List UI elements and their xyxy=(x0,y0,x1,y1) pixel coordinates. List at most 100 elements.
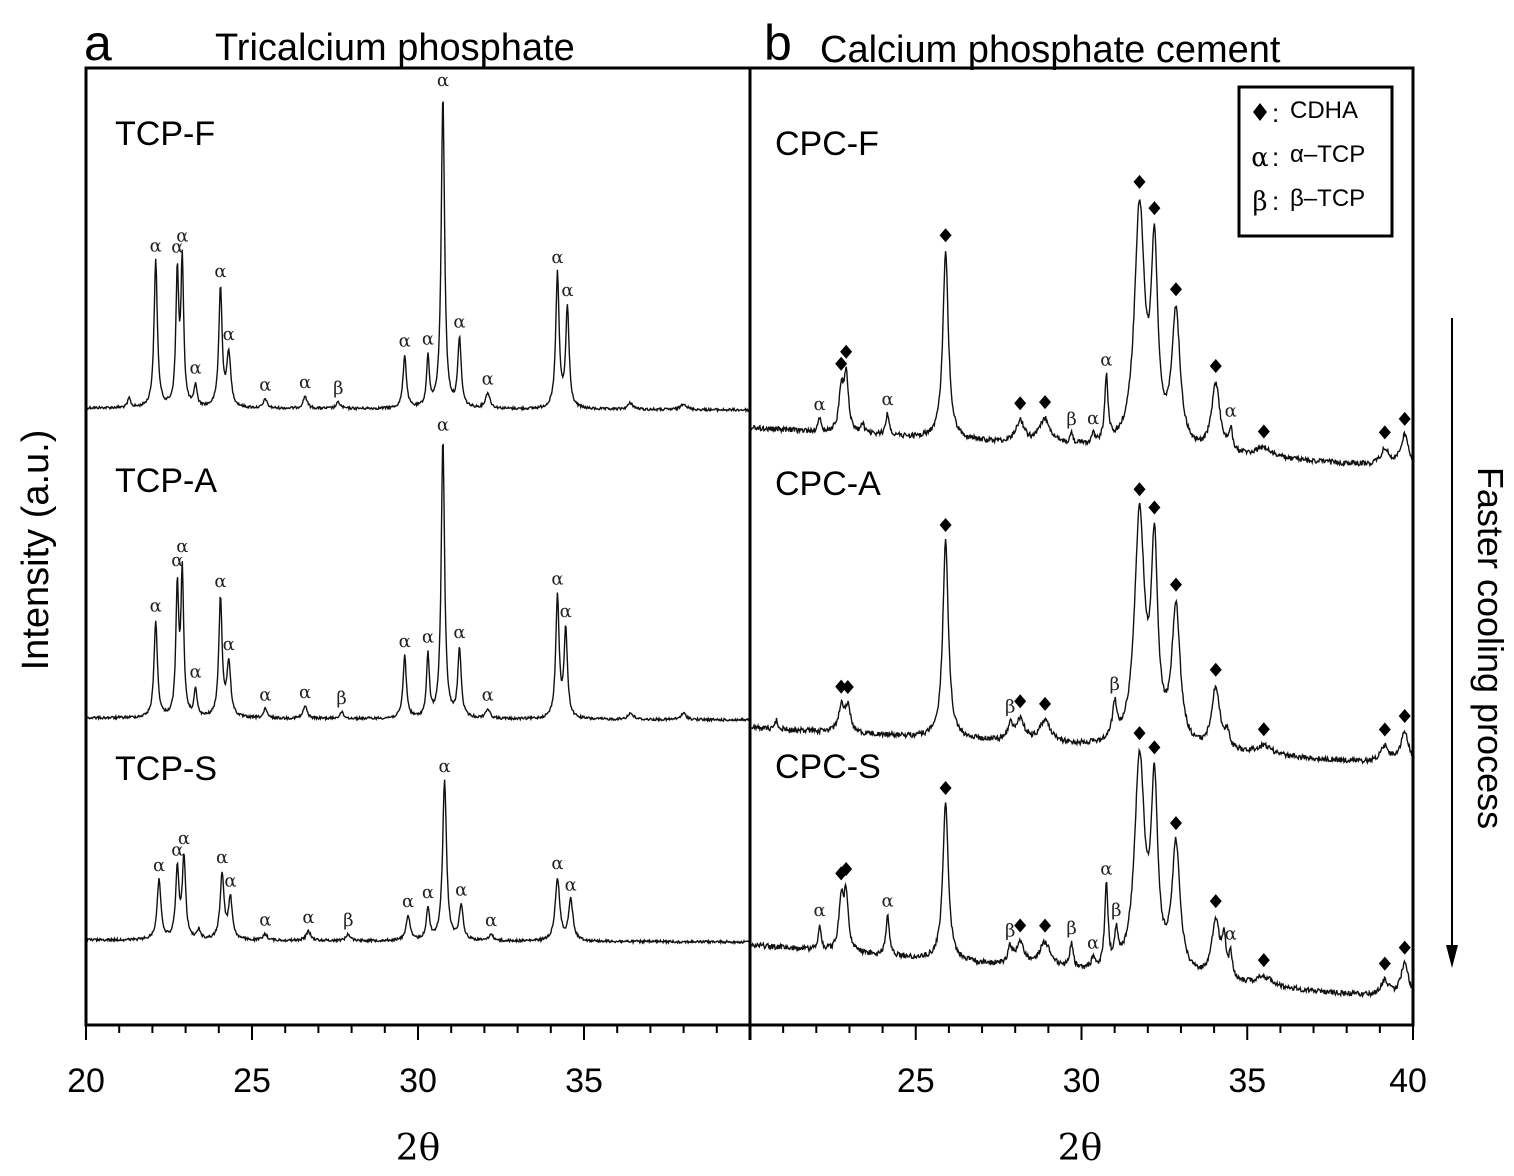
alpha-tcp-marker: α xyxy=(453,311,465,332)
alpha-tcp-marker: α xyxy=(399,631,411,652)
cdha-marker xyxy=(1039,918,1052,933)
alpha-tcp-marker: α xyxy=(171,839,183,860)
cdha-marker xyxy=(1148,201,1161,216)
alpha-tcp-marker: α xyxy=(881,389,893,410)
alpha-tcp-marker: α xyxy=(223,324,235,345)
x-tick-label: 30 xyxy=(399,1062,437,1100)
x-tick-label: 30 xyxy=(1063,1062,1101,1100)
alpha-tcp-marker: α xyxy=(216,847,228,868)
alpha-tcp-marker: α xyxy=(482,368,494,389)
cdha-marker xyxy=(1148,740,1161,755)
cdha-marker xyxy=(939,518,952,533)
cdha-marker xyxy=(1133,482,1146,497)
alpha-tcp-marker: α xyxy=(153,855,165,876)
beta-tcp-marker: β xyxy=(1109,674,1119,695)
legend-label: β–TCP xyxy=(1290,185,1365,212)
trace-tcp-a xyxy=(85,443,751,723)
legend: : CDHA α: α–TCP β: β–TCP xyxy=(1237,85,1394,238)
alpha-tcp-marker: α xyxy=(551,568,563,589)
alpha-tcp-marker: α xyxy=(1087,932,1099,953)
alpha-tcp-marker: α xyxy=(814,900,826,921)
cdha-marker xyxy=(840,344,853,359)
alpha-tcp-marker: α xyxy=(259,910,271,931)
alpha-tcp-marker: α xyxy=(259,374,271,395)
alpha-tcp-marker: α xyxy=(299,682,311,703)
cdha-marker xyxy=(1257,953,1270,968)
alpha-tcp-marker: α xyxy=(565,874,577,895)
y-axis-label: Intensity (a.u.) xyxy=(15,430,57,671)
beta-tcp-marker: β xyxy=(336,688,346,709)
x-tick-label: 25 xyxy=(233,1062,271,1100)
x-tick-label: 40 xyxy=(1389,1062,1427,1100)
alpha-tcp-marker: α xyxy=(150,235,162,256)
alpha-tcp-marker: α xyxy=(150,596,162,617)
cdha-marker xyxy=(1398,708,1411,723)
trace-cpc-f xyxy=(749,199,1414,468)
panel-title-a: Tricalcium phosphate xyxy=(215,27,575,69)
legend-cdha-symbol xyxy=(1253,103,1267,121)
legend-separator: : xyxy=(1272,98,1279,128)
alpha-tcp-marker: α xyxy=(438,756,450,777)
beta-tcp-marker: β xyxy=(1066,409,1076,430)
trace-tcp-f xyxy=(85,101,751,414)
alpha-tcp-marker: α xyxy=(302,907,314,928)
legend-separator: : xyxy=(1272,186,1279,216)
alpha-tcp-marker: α xyxy=(402,891,414,912)
alpha-tcp-marker: α xyxy=(214,261,226,282)
alpha-tcp-marker: α xyxy=(1100,858,1112,879)
cdha-marker xyxy=(1378,956,1391,971)
panel-title-b: Calcium phosphate cement xyxy=(820,29,1281,71)
alpha-tcp-marker: α xyxy=(171,550,183,571)
alpha-tcp-marker: α xyxy=(259,684,271,705)
beta-tcp-marker: β xyxy=(343,910,353,931)
alpha-tcp-marker: α xyxy=(551,853,563,874)
cdha-marker xyxy=(1169,816,1182,831)
alpha-tcp-marker: α xyxy=(214,571,226,592)
alpha-tcp-marker: α xyxy=(176,536,188,557)
legend-label: CDHA xyxy=(1290,97,1358,124)
series-label-tcp-s: TCP-S xyxy=(115,750,217,788)
cooling-annotation: Faster cooling process xyxy=(1470,467,1511,829)
beta-tcp-marker: β xyxy=(1005,920,1015,941)
legend-label: α–TCP xyxy=(1290,141,1365,168)
alpha-tcp-marker: α xyxy=(551,247,563,268)
alpha-tcp-marker: α xyxy=(881,890,893,911)
down-arrow-icon xyxy=(1446,945,1458,968)
cdha-marker xyxy=(1257,424,1270,439)
alpha-tcp-marker: α xyxy=(189,358,201,379)
trace-cpc-s xyxy=(749,747,1414,999)
beta-tcp-marker: β xyxy=(1066,918,1076,939)
cdha-marker xyxy=(1014,694,1027,709)
cdha-marker xyxy=(840,861,853,876)
series-label-tcp-a: TCP-A xyxy=(115,462,217,500)
cdha-marker xyxy=(1133,174,1146,189)
alpha-tcp-marker: α xyxy=(422,329,434,350)
legend-separator: : xyxy=(1272,142,1279,172)
legend-symbol: α xyxy=(1251,143,1269,173)
x-axis-label-b: 2θ xyxy=(1058,1128,1103,1169)
series-label-tcp-f: TCP-F xyxy=(115,115,215,153)
alpha-tcp-marker: α xyxy=(299,372,311,393)
cdha-marker xyxy=(1148,500,1161,515)
alpha-tcp-marker: α xyxy=(561,280,573,301)
alpha-tcp-marker: α xyxy=(176,225,188,246)
alpha-tcp-marker: α xyxy=(178,828,190,849)
alpha-tcp-marker: α xyxy=(1087,408,1099,429)
x-tick-label: 35 xyxy=(1228,1062,1266,1100)
cdha-marker xyxy=(939,228,952,243)
beta-tcp-marker: β xyxy=(1111,900,1121,921)
alpha-tcp-marker: α xyxy=(1100,349,1112,370)
beta-tcp-marker: β xyxy=(1005,696,1015,717)
alpha-tcp-marker: α xyxy=(437,70,449,91)
alpha-tcp-marker: α xyxy=(189,662,201,683)
alpha-tcp-marker: α xyxy=(422,882,434,903)
cdha-marker xyxy=(841,679,854,694)
alpha-tcp-marker: α xyxy=(1225,401,1237,422)
series-label-cpc-s: CPC-S xyxy=(775,748,881,786)
cdha-marker xyxy=(1209,662,1222,677)
alpha-tcp-marker: α xyxy=(437,414,449,435)
x-tick-label: 35 xyxy=(565,1062,603,1100)
x-axis-label-a: 2θ xyxy=(396,1128,441,1169)
cdha-marker xyxy=(1378,722,1391,737)
cdha-marker xyxy=(1014,396,1027,411)
